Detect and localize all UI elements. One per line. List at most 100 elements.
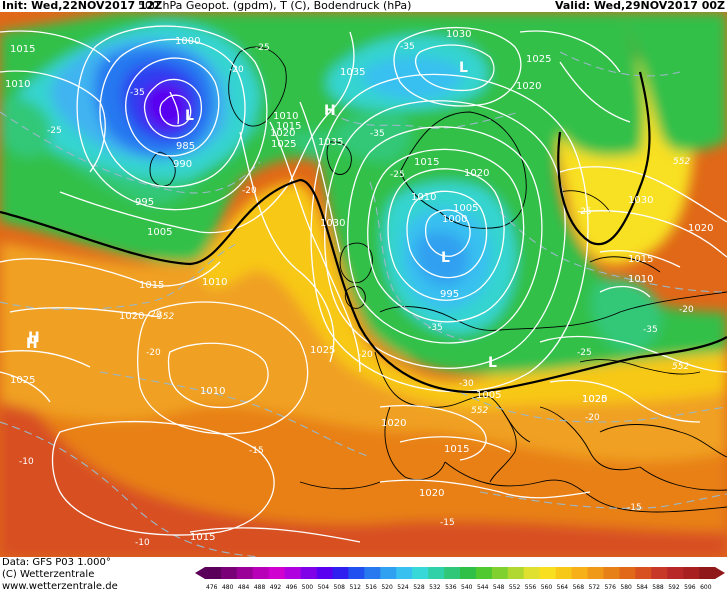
scale-swatch — [252, 567, 270, 579]
map-title: 500 hPa Geopot. (gpdm), T (C), Bodendruc… — [138, 0, 412, 12]
scale-value: 500 — [302, 584, 314, 591]
isobar-label: 1035 — [340, 67, 365, 78]
isotherm-label: -35 — [643, 325, 658, 335]
isobar-label: 1025 — [10, 375, 35, 386]
init-time: Init: Wed,22NOV2017 12Z — [2, 0, 163, 12]
scale-swatch — [587, 567, 604, 579]
scale-swatch — [428, 567, 445, 579]
scale-swatch — [523, 567, 540, 579]
scale-swatch — [491, 567, 509, 579]
isobar-label: 1035 — [318, 137, 343, 148]
scale-value: 488 — [254, 584, 266, 591]
isobar-label: 1010 — [200, 386, 225, 397]
isotherm-label: -15 — [627, 503, 642, 513]
isotherm-label: -25 — [390, 170, 405, 180]
scale-swatch — [619, 567, 636, 579]
isobar-label: 990 — [173, 159, 192, 170]
geopotential-label: 552 — [157, 312, 174, 322]
isobar-label: 995 — [440, 289, 459, 300]
geopotential-label: 552 — [672, 362, 689, 372]
isobar-label: 1005 — [453, 203, 478, 214]
isobar-label: 995 — [135, 197, 154, 208]
scale-value: 568 — [573, 584, 585, 591]
high-pressure-marker: H — [28, 330, 40, 346]
scale-swatch — [364, 567, 381, 579]
scale-swatch — [460, 567, 477, 579]
isobar-label: 1025 — [526, 54, 551, 65]
scale-swatch — [316, 567, 333, 579]
scale-swatch — [236, 567, 254, 579]
scale-value: 540 — [461, 584, 473, 591]
isobar-label: 1020 — [119, 311, 144, 322]
isobar-label: 1030 — [320, 218, 345, 229]
scale-max-arrow — [715, 567, 725, 579]
scale-value: 516 — [365, 584, 377, 591]
scale-value: 492 — [270, 584, 282, 591]
isotherms — [0, 51, 727, 557]
scale-swatch — [635, 567, 652, 579]
scale-value: 524 — [397, 584, 409, 591]
isobar-label: 1025 — [310, 345, 335, 356]
scale-value: 484 — [238, 584, 250, 591]
scale-swatch — [284, 567, 301, 579]
isobar-label: 1020 — [381, 418, 406, 429]
isotherm-label: -25 — [255, 43, 270, 53]
scale-swatch — [348, 567, 365, 579]
coastlines — [149, 46, 727, 513]
scale-value: 564 — [557, 584, 569, 591]
isobar-label: 1020 — [270, 128, 295, 139]
scale-value: 588 — [652, 584, 664, 591]
isobar-label: 1005 — [476, 390, 501, 401]
color-scale: 476 480 484 488 492 496 500 504 508 512 516 520 524 5… — [195, 567, 725, 591]
low-pressure-marker: L — [488, 355, 497, 371]
isobar-label: 1015 — [628, 254, 653, 265]
scale-swatch — [268, 567, 285, 579]
isobar-label: 1000 — [175, 36, 200, 47]
scale-swatch — [412, 567, 429, 579]
isotherm-label: -20 — [679, 305, 694, 315]
isobar-label: 1015 — [414, 157, 439, 168]
isobar-label: 1000 — [442, 214, 467, 225]
scale-value: 532 — [429, 584, 441, 591]
isobar-label: 1015 — [190, 532, 215, 543]
isobar-label: 1010 — [202, 277, 227, 288]
geopotential-fill — [0, 12, 727, 557]
isobar-label: 1015 — [139, 280, 164, 291]
scale-swatch — [220, 567, 238, 579]
isobar-label: 1030 — [628, 195, 653, 206]
scale-value: 576 — [604, 584, 616, 591]
isobar-label: 1020 — [419, 488, 444, 499]
scale-value: 560 — [541, 584, 553, 591]
isobar-label: 1010 — [628, 274, 653, 285]
scale-value: 496 — [286, 584, 298, 591]
geopotential-labels: 552 552 552 552 — [157, 157, 690, 416]
scale-value: 520 — [381, 584, 393, 591]
scale-value: 476 — [206, 584, 218, 591]
isobar-label: 985 — [176, 141, 195, 152]
scale-swatch — [699, 567, 716, 579]
isotherm-label: -20 — [229, 65, 244, 75]
scale-value: 556 — [525, 584, 537, 591]
isobar-label: 1020 — [464, 168, 489, 179]
isotherm-label: -30 — [459, 379, 474, 389]
scale-value: 544 — [477, 584, 489, 591]
scale-swatch — [651, 567, 668, 579]
pressure-labels: 1015 1010 1000 995 985 990 1005 1015 1010 1020 103… — [5, 29, 713, 543]
scale-min-arrow — [195, 567, 205, 579]
low-pressure-marker: L — [185, 108, 194, 124]
isobar-label: 1020 — [516, 81, 541, 92]
scale-swatch — [603, 567, 620, 579]
website-link[interactable]: www.wetterzentrale.de — [2, 581, 118, 592]
scale-swatch — [683, 567, 700, 579]
geopotential-552-line — [0, 71, 727, 394]
isotherm-label: -25 — [577, 207, 592, 217]
isobar-label: 1025 — [582, 394, 607, 405]
scale-value: 504 — [318, 584, 330, 591]
isotherm-label: -20 — [358, 350, 373, 360]
isotherm-label: -10 — [135, 538, 150, 548]
scale-swatch — [539, 567, 556, 579]
scale-value: 552 — [509, 584, 521, 591]
isotherm-label: -20 — [585, 413, 600, 423]
isotherm-label: -35 — [428, 323, 443, 333]
high-pressure-marker: H — [324, 103, 336, 119]
